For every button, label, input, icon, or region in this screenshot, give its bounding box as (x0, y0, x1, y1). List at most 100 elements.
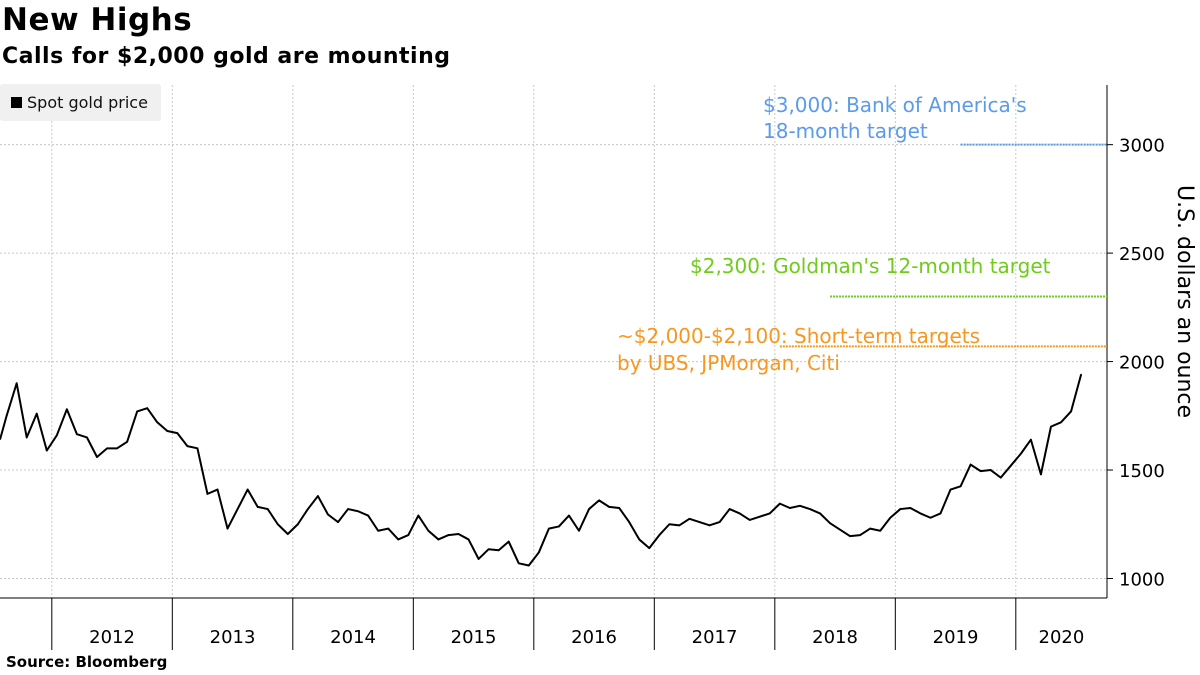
data-point (578, 529, 580, 532)
data-point (548, 527, 550, 530)
data-point (1080, 373, 1082, 376)
data-point (437, 538, 440, 541)
data-point (56, 434, 58, 437)
x-tick-label: 2018 (812, 627, 858, 648)
target-annotation: 18-month target (763, 119, 928, 143)
data-point (106, 447, 108, 450)
data-point (146, 407, 149, 410)
data-point (387, 527, 390, 530)
data-point (799, 505, 801, 507)
data-point (678, 524, 681, 527)
data-point (116, 447, 118, 450)
data-point (35, 412, 38, 415)
data-point (779, 502, 781, 505)
data-point (708, 524, 711, 527)
data-point (156, 421, 159, 424)
data-point (327, 513, 329, 516)
data-point (628, 521, 631, 523)
data-point (477, 558, 480, 560)
data-point (337, 521, 339, 523)
data-point (15, 382, 18, 385)
data-point (648, 547, 651, 549)
data-point (829, 522, 831, 524)
data-point (467, 538, 470, 541)
data-point (447, 534, 450, 536)
x-tick-label: 2013 (210, 627, 256, 648)
data-point (849, 535, 851, 537)
chart-title: New Highs (2, 2, 193, 38)
data-point (427, 529, 430, 532)
y-axis-label: U.S. dollars an ounce (1172, 185, 1197, 418)
data-point (859, 534, 861, 536)
data-point (588, 508, 590, 510)
data-point (1070, 410, 1072, 413)
data-point (638, 538, 641, 541)
data-point (45, 449, 48, 452)
y-tick-label: 3000 (1119, 136, 1165, 157)
data-point (979, 470, 982, 472)
y-tick-label: 1500 (1119, 461, 1165, 482)
data-point (246, 488, 249, 491)
data-point (598, 499, 600, 502)
y-tick-label: 1000 (1119, 569, 1165, 590)
data-point (939, 512, 942, 515)
data-point (618, 507, 620, 509)
y-tick-label: 2500 (1119, 244, 1165, 265)
data-point (658, 534, 661, 536)
data-point (527, 564, 530, 567)
data-point (517, 562, 520, 565)
data-point (538, 551, 540, 554)
legend-swatch (11, 97, 22, 108)
x-tick-label: 2016 (571, 627, 617, 648)
data-point (839, 528, 841, 531)
data-point (86, 436, 88, 439)
data-point (25, 436, 28, 439)
data-point (668, 523, 671, 526)
data-point (819, 512, 821, 515)
data-point (1040, 473, 1042, 476)
data-point (1020, 452, 1022, 455)
y-tick-label: 2000 (1119, 353, 1165, 374)
data-point (136, 410, 138, 413)
data-point (266, 508, 269, 510)
data-point (397, 538, 400, 541)
data-point (236, 508, 239, 510)
data-point (909, 507, 912, 509)
data-point (999, 476, 1002, 479)
data-point (1009, 464, 1012, 467)
data-point (989, 469, 992, 471)
data-point (176, 432, 179, 434)
data-point (789, 507, 791, 509)
data-point (1060, 421, 1062, 424)
target-annotation: $3,000: Bank of America's (763, 93, 1027, 117)
data-point (407, 534, 410, 536)
data-point (718, 521, 721, 523)
data-point (959, 485, 962, 488)
data-point (367, 514, 369, 517)
data-point (1030, 438, 1032, 441)
data-point (487, 548, 490, 550)
data-point (66, 408, 68, 411)
source-note: Source: Bloomberg (6, 653, 168, 671)
x-tick-label: 2020 (1039, 627, 1085, 648)
data-point (5, 414, 8, 417)
data-point (417, 514, 420, 517)
data-point (1050, 425, 1052, 428)
data-point (889, 516, 892, 519)
x-tick-label: 2012 (89, 627, 135, 648)
data-point (307, 508, 309, 510)
data-point (809, 508, 811, 510)
data-point (558, 525, 560, 528)
x-tick-label: 2017 (692, 627, 738, 648)
data-point (96, 456, 98, 458)
data-point (698, 521, 701, 523)
data-point (196, 447, 199, 450)
data-point (76, 433, 78, 436)
data-point (758, 515, 761, 518)
data-point (497, 549, 500, 552)
data-point (728, 508, 731, 510)
data-point (768, 512, 771, 515)
data-point (568, 514, 570, 517)
data-point (166, 430, 169, 432)
data-point (738, 512, 741, 515)
